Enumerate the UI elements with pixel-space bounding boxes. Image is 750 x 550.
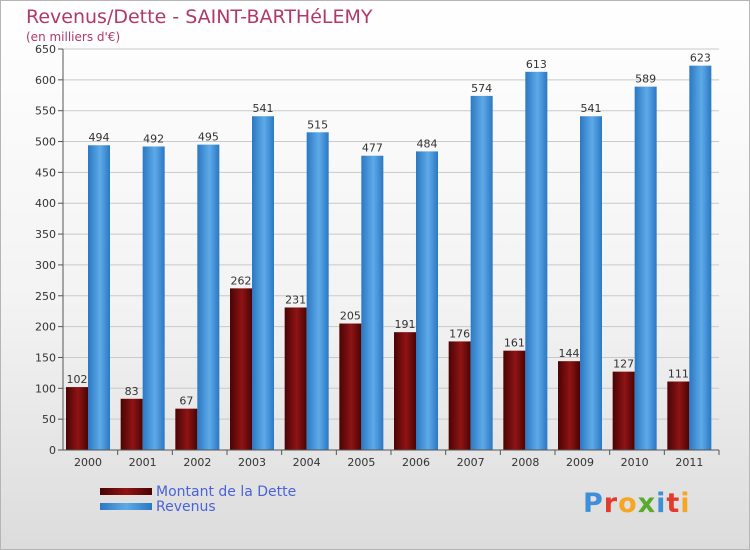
data-label-revenue-2009: 541 [581, 102, 602, 115]
legend-label-revenue: Revenus [156, 499, 216, 515]
data-label-revenue-2005: 477 [362, 142, 383, 155]
logo-letter: r [603, 488, 619, 519]
y-tick-label: 150 [35, 351, 56, 364]
y-tick-label: 100 [35, 382, 56, 395]
y-tick-label: 500 [35, 136, 56, 149]
bar-debt-2000 [66, 387, 88, 450]
logo-letter: o [618, 488, 638, 519]
x-tick-label: 2000 [74, 456, 102, 469]
y-tick-label: 350 [35, 228, 56, 241]
data-label-debt-2008: 161 [504, 337, 525, 350]
bar-revenue-2008 [525, 71, 548, 450]
x-tick-label: 2001 [129, 456, 157, 469]
bar-debt-2002 [175, 408, 198, 450]
data-label-revenue-2000: 494 [89, 131, 110, 144]
y-axis: 0 50 100 150 200 250 300 350 400 450 500 550 600 650 [35, 43, 64, 457]
y-tick-label: 250 [35, 290, 56, 303]
y-tick-label: 50 [42, 413, 56, 426]
data-label-revenue-2004: 515 [307, 118, 328, 131]
bar-debt-2010 [612, 371, 635, 450]
chart-title: Revenus/Dette - SAINT-BARTHéLEMY [26, 6, 373, 28]
y-tick-label: 200 [35, 321, 56, 334]
data-label-debt-2005: 205 [340, 310, 361, 323]
chart-subtitle: (en milliers d'€) [26, 30, 121, 44]
proxiti-logo: Proxiti [583, 488, 691, 519]
y-tick-label: 400 [35, 197, 56, 210]
bar-revenue-2005 [361, 155, 384, 450]
data-label-debt-2001: 83 [125, 385, 139, 398]
data-label-revenue-2003: 541 [253, 102, 274, 115]
bar-revenue-2007 [470, 95, 493, 450]
logo-letter: t [666, 488, 681, 519]
legend-label-debt: Montant de la Dette [156, 484, 297, 500]
x-tick-label: 2008 [511, 456, 539, 469]
bar-revenue-2010 [634, 86, 657, 450]
bar-debt-2006 [394, 332, 416, 450]
data-label-debt-2006: 191 [395, 318, 416, 331]
data-label-revenue-2011: 623 [690, 52, 711, 65]
bar-revenue-2003 [252, 116, 274, 450]
bar-debt-2005 [339, 323, 362, 450]
bar-debt-2003 [230, 288, 252, 450]
x-tick-label: 2009 [566, 456, 594, 469]
x-tick-label: 2006 [402, 456, 430, 469]
bar-debt-2009 [558, 361, 580, 450]
bar-debt-2008 [503, 350, 526, 450]
y-tick-label: 600 [35, 74, 56, 87]
grid-lines [63, 48, 719, 420]
data-label-revenue-2007: 574 [471, 82, 492, 95]
x-tick-label: 2003 [238, 456, 266, 469]
data-label-revenue-2008: 613 [526, 58, 547, 71]
x-tick-label: 2010 [621, 456, 649, 469]
data-label-debt-2010: 127 [613, 358, 634, 371]
data-label-debt-2007: 176 [449, 327, 470, 340]
bar-debt-2007 [448, 341, 471, 450]
legend-swatch-revenue [100, 503, 152, 510]
data-label-debt-2003: 262 [231, 274, 252, 287]
bar-revenue-2004 [306, 132, 329, 451]
y-tick-label: 550 [35, 105, 56, 118]
data-label-debt-2009: 144 [559, 347, 580, 360]
data-label-debt-2000: 102 [67, 373, 88, 386]
logo-letter: P [583, 488, 604, 519]
data-label-revenue-2010: 589 [635, 73, 656, 86]
bars [66, 65, 712, 451]
x-tick-label: 2011 [675, 456, 703, 469]
data-label-debt-2002: 67 [179, 395, 193, 408]
y-tick-label: 0 [49, 444, 56, 457]
data-label-debt-2004: 231 [285, 293, 306, 306]
data-labels: 102 494 83 492 67 495 262 541 231 515 205 477 191 484… [67, 52, 711, 408]
bar-revenue-2001 [142, 146, 165, 450]
logo-letter: i [680, 488, 691, 519]
x-tick-label: 2005 [347, 456, 375, 469]
y-tick-label: 650 [35, 43, 56, 56]
x-tick-label: 2004 [293, 456, 321, 469]
data-label-debt-2011: 111 [668, 368, 689, 381]
bar-revenue-2000 [88, 145, 110, 451]
logo-letter: x [637, 488, 657, 519]
data-label-revenue-2002: 495 [198, 131, 219, 144]
logo-letter: i [656, 488, 667, 519]
bar-debt-2004 [284, 307, 307, 450]
bar-debt-2011 [667, 381, 690, 450]
x-tick-label: 2002 [183, 456, 211, 469]
bar-debt-2001 [120, 398, 143, 450]
x-tick-label: 2007 [457, 456, 485, 469]
legend-swatch-debt [100, 488, 152, 495]
y-tick-label: 450 [35, 166, 56, 179]
data-label-revenue-2006: 484 [417, 137, 438, 150]
bar-revenue-2006 [416, 151, 438, 450]
data-label-revenue-2001: 492 [143, 132, 164, 145]
bar-revenue-2011 [689, 65, 712, 450]
y-tick-label: 300 [35, 259, 56, 272]
bar-revenue-2002 [197, 144, 220, 450]
x-axis: 2000 2001 2002 2003 2004 2005 2006 2007 2008 2009… [63, 449, 720, 469]
bar-revenue-2009 [580, 116, 602, 450]
